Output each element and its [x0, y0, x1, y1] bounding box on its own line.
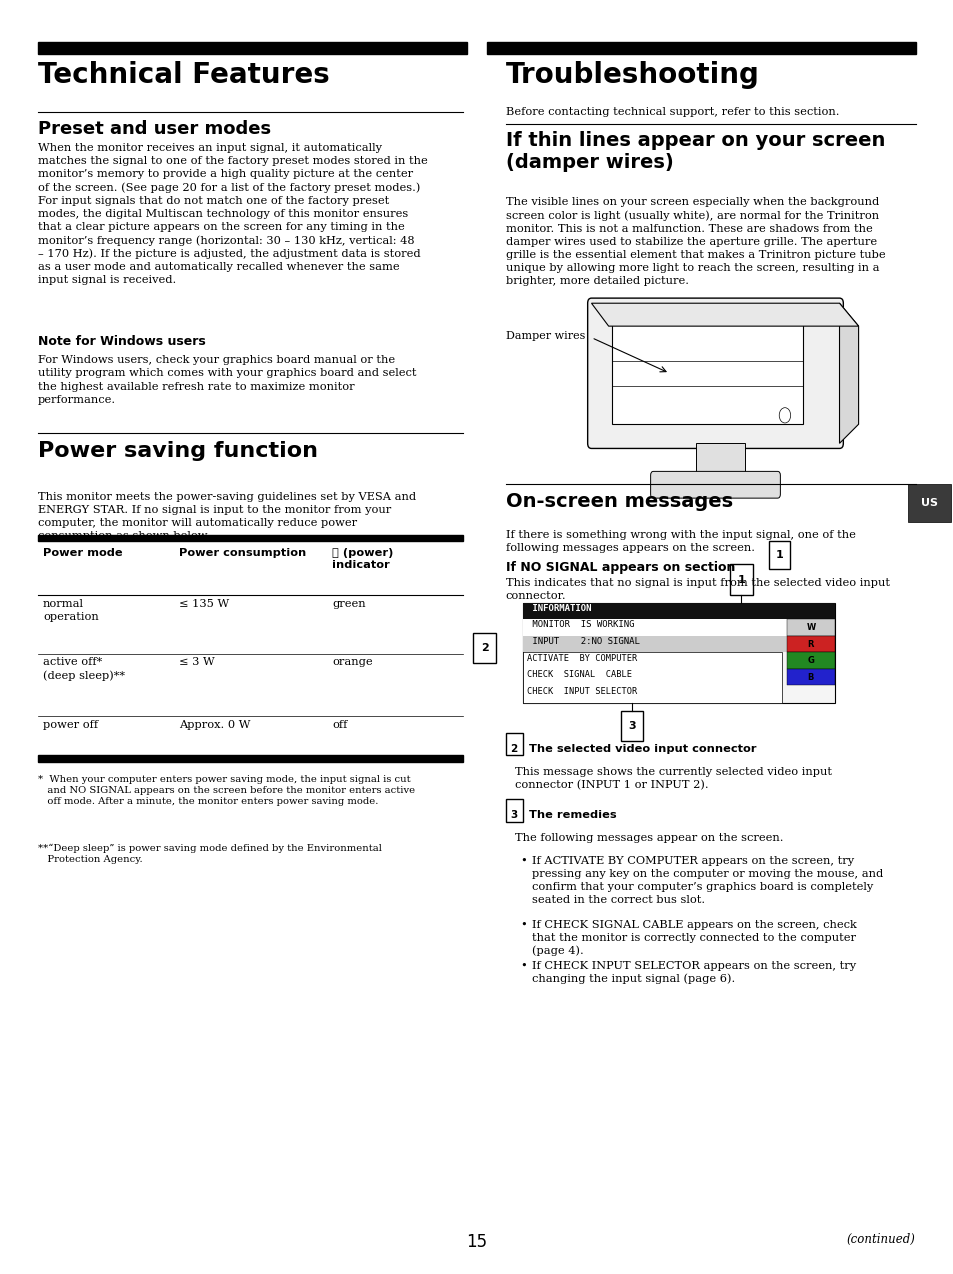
- Bar: [522, 603, 834, 619]
- Bar: [486, 42, 915, 54]
- Bar: [522, 619, 834, 636]
- Text: 3: 3: [627, 721, 635, 731]
- Bar: [38, 42, 467, 54]
- Bar: [38, 755, 462, 762]
- Bar: [786, 652, 834, 669]
- Bar: [786, 619, 834, 636]
- Text: Preset and user modes: Preset and user modes: [38, 120, 271, 138]
- Text: *  When your computer enters power saving mode, the input signal is cut
   and N: * When your computer enters power saving…: [38, 775, 415, 806]
- Text: G: G: [806, 656, 814, 665]
- Bar: [505, 799, 522, 822]
- Text: This monitor meets the power-saving guidelines set by VESA and
ENERGY STAR. If n: This monitor meets the power-saving guid…: [38, 492, 416, 541]
- Text: INFORMATION: INFORMATION: [526, 604, 591, 613]
- Text: The selected video input connector: The selected video input connector: [529, 744, 756, 754]
- Text: Note for Windows users: Note for Windows users: [38, 335, 206, 348]
- Text: B: B: [807, 673, 813, 682]
- Polygon shape: [591, 303, 858, 326]
- Bar: [522, 652, 781, 703]
- Text: If there is something wrong with the input signal, one of the
following messages: If there is something wrong with the inp…: [505, 530, 855, 553]
- Text: •: •: [519, 961, 526, 971]
- Text: ≤ 135 W: ≤ 135 W: [179, 599, 230, 609]
- Text: If CHECK INPUT SELECTOR appears on the screen, try
changing the input signal (pa: If CHECK INPUT SELECTOR appears on the s…: [532, 961, 856, 984]
- Text: active off*
(deep sleep)**: active off* (deep sleep)**: [43, 657, 125, 682]
- Text: On-screen messages: On-screen messages: [505, 492, 732, 511]
- Text: 1: 1: [775, 550, 782, 561]
- Text: 1: 1: [737, 575, 744, 585]
- Text: Power consumption: Power consumption: [179, 548, 306, 558]
- Text: Damper wires: Damper wires: [505, 331, 584, 341]
- Text: The visible lines on your screen especially when the background
screen color is : The visible lines on your screen especia…: [505, 197, 884, 287]
- FancyBboxPatch shape: [587, 298, 842, 448]
- Text: 15: 15: [466, 1233, 487, 1251]
- FancyBboxPatch shape: [650, 471, 780, 498]
- Text: Before contacting technical support, refer to this section.: Before contacting technical support, ref…: [505, 107, 839, 117]
- Text: If ACTIVATE BY COMPUTER appears on the screen, try
pressing any key on the compu: If ACTIVATE BY COMPUTER appears on the s…: [532, 856, 882, 905]
- Text: green: green: [332, 599, 365, 609]
- Text: CHECK  SIGNAL  CABLE: CHECK SIGNAL CABLE: [526, 670, 637, 679]
- Text: ACTIVATE  BY COMPUTER: ACTIVATE BY COMPUTER: [526, 654, 637, 662]
- Text: power off: power off: [43, 720, 98, 730]
- Bar: [38, 535, 462, 541]
- Bar: [522, 636, 834, 652]
- Bar: [907, 484, 950, 522]
- Text: When the monitor receives an input signal, it automatically
matches the signal t: When the monitor receives an input signa…: [38, 143, 428, 285]
- Text: Power saving function: Power saving function: [38, 441, 318, 461]
- Text: Troubleshooting: Troubleshooting: [505, 61, 759, 89]
- Polygon shape: [839, 303, 858, 443]
- Text: This indicates that no signal is input from the selected video input
connector.: This indicates that no signal is input f…: [505, 578, 889, 601]
- Text: This message shows the currently selected video input
connector (INPUT 1 or INPU: This message shows the currently selecte…: [515, 767, 831, 790]
- Text: **“Deep sleep” is power saving mode defined by the Environmental
   Protection A: **“Deep sleep” is power saving mode defi…: [38, 843, 381, 864]
- Bar: [729, 564, 752, 595]
- Text: If thin lines appear on your screen
(damper wires): If thin lines appear on your screen (dam…: [505, 131, 884, 172]
- Text: The remedies: The remedies: [529, 810, 617, 820]
- Bar: [786, 636, 834, 652]
- Text: •: •: [519, 856, 526, 866]
- Text: orange: orange: [332, 657, 373, 668]
- Bar: [619, 711, 642, 741]
- Text: INPUT    2:NO SIGNAL: INPUT 2:NO SIGNAL: [526, 637, 639, 646]
- Text: Approx. 0 W: Approx. 0 W: [179, 720, 251, 730]
- Bar: [522, 603, 834, 703]
- Text: US: US: [921, 498, 937, 508]
- Text: 2: 2: [480, 643, 488, 652]
- Text: normal
operation: normal operation: [43, 599, 98, 622]
- Text: off: off: [332, 720, 347, 730]
- Text: CHECK  INPUT SELECTOR: CHECK INPUT SELECTOR: [526, 687, 637, 696]
- Bar: [612, 322, 802, 424]
- Text: MONITOR  IS WORKING: MONITOR IS WORKING: [526, 620, 634, 629]
- Bar: [786, 669, 834, 685]
- Text: The following messages appear on the screen.: The following messages appear on the scr…: [515, 833, 782, 843]
- Text: If NO SIGNAL appears on section: If NO SIGNAL appears on section: [505, 561, 739, 573]
- Text: If CHECK SIGNAL CABLE appears on the screen, check
that the monitor is correctly: If CHECK SIGNAL CABLE appears on the scr…: [532, 920, 856, 957]
- Text: For Windows users, check your graphics board manual or the
utility program which: For Windows users, check your graphics b…: [38, 355, 416, 405]
- Text: (continued): (continued): [846, 1233, 915, 1246]
- Bar: [695, 443, 744, 475]
- Text: W: W: [805, 623, 815, 632]
- Text: 3: 3: [510, 810, 517, 820]
- Text: 2: 2: [510, 744, 517, 754]
- Text: ⓘ (power)
indicator: ⓘ (power) indicator: [332, 548, 393, 571]
- Text: R: R: [807, 640, 813, 648]
- Text: ≤ 3 W: ≤ 3 W: [179, 657, 214, 668]
- Bar: [505, 733, 522, 755]
- Text: Technical Features: Technical Features: [38, 61, 330, 89]
- Text: •: •: [519, 920, 526, 930]
- Text: Power mode: Power mode: [43, 548, 122, 558]
- Bar: [473, 633, 496, 664]
- Bar: [768, 541, 789, 569]
